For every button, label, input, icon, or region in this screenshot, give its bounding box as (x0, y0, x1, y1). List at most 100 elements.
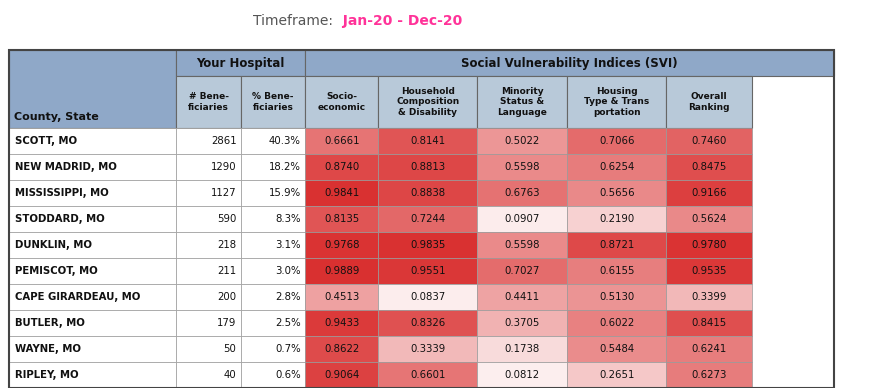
Bar (477, 128, 567, 154)
Bar (241, 362, 305, 388)
Bar (477, 154, 567, 180)
Text: 8.3%: 8.3% (275, 214, 301, 224)
Bar (378, 232, 477, 258)
Text: 0.0837: 0.0837 (410, 292, 446, 302)
Text: 0.7460: 0.7460 (692, 136, 727, 146)
Text: 0.9780: 0.9780 (692, 240, 727, 250)
Bar (305, 180, 378, 206)
Text: 0.5484: 0.5484 (599, 344, 634, 354)
Text: Jan-20 - Dec-20: Jan-20 - Dec-20 (333, 14, 462, 28)
Text: 0.0812: 0.0812 (505, 370, 540, 380)
Bar (9, 362, 176, 388)
Bar (477, 232, 567, 258)
Bar (241, 206, 305, 232)
Bar (378, 154, 477, 180)
Text: 0.9551: 0.9551 (410, 266, 446, 276)
Bar (241, 232, 305, 258)
Bar (378, 310, 477, 336)
Text: 3.1%: 3.1% (275, 240, 301, 250)
Text: MISSISSIPPI, MO: MISSISSIPPI, MO (15, 188, 109, 198)
Bar (9, 284, 176, 310)
Text: Timeframe:: Timeframe: (253, 14, 333, 28)
Text: 50: 50 (224, 344, 237, 354)
Bar (241, 336, 305, 362)
Bar (305, 284, 378, 310)
Bar (241, 154, 305, 180)
Text: Minority
Status &
Language: Minority Status & Language (497, 87, 547, 117)
Text: 0.6022: 0.6022 (599, 318, 634, 328)
Text: 0.9889: 0.9889 (324, 266, 360, 276)
Bar (567, 206, 667, 232)
Text: 0.9166: 0.9166 (691, 188, 727, 198)
Bar (567, 336, 667, 362)
Text: 1290: 1290 (210, 162, 237, 172)
Bar (305, 362, 378, 388)
Text: 179: 179 (217, 318, 237, 328)
Bar (378, 206, 477, 232)
Text: 0.3339: 0.3339 (410, 344, 446, 354)
Text: 0.6661: 0.6661 (324, 136, 360, 146)
Bar (378, 362, 477, 388)
Text: 0.4513: 0.4513 (324, 292, 360, 302)
Bar (477, 336, 567, 362)
Text: 200: 200 (217, 292, 237, 302)
Text: Household
Composition
& Disability: Household Composition & Disability (396, 87, 460, 117)
Text: 0.6155: 0.6155 (599, 266, 635, 276)
Bar (477, 258, 567, 284)
Bar (176, 362, 241, 388)
Bar (241, 128, 305, 154)
Text: 0.8813: 0.8813 (410, 162, 446, 172)
Text: 0.9064: 0.9064 (324, 370, 360, 380)
Bar (305, 50, 834, 76)
Text: CAPE GIRARDEAU, MO: CAPE GIRARDEAU, MO (15, 292, 140, 302)
Bar (176, 154, 241, 180)
Bar (305, 76, 378, 128)
Bar (667, 154, 752, 180)
Text: 0.1738: 0.1738 (504, 344, 540, 354)
Bar (667, 336, 752, 362)
Text: 0.9835: 0.9835 (410, 240, 446, 250)
Bar (667, 206, 752, 232)
Text: 0.6601: 0.6601 (410, 370, 446, 380)
Bar (176, 206, 241, 232)
Text: 0.2190: 0.2190 (599, 214, 634, 224)
Text: 0.5656: 0.5656 (599, 188, 635, 198)
Text: 0.6241: 0.6241 (692, 344, 727, 354)
Text: 0.5130: 0.5130 (599, 292, 634, 302)
Text: 2861: 2861 (210, 136, 237, 146)
Bar (567, 180, 667, 206)
Text: 0.5624: 0.5624 (692, 214, 727, 224)
Text: 0.8141: 0.8141 (410, 136, 446, 146)
Text: 0.7027: 0.7027 (504, 266, 540, 276)
Text: 0.8326: 0.8326 (410, 318, 446, 328)
Text: 0.3399: 0.3399 (692, 292, 727, 302)
Text: 0.9433: 0.9433 (324, 318, 360, 328)
Text: Overall
Ranking: Overall Ranking (688, 92, 730, 112)
Text: County, State: County, State (14, 112, 99, 122)
Text: 0.6273: 0.6273 (692, 370, 727, 380)
Bar (176, 284, 241, 310)
Text: 0.8740: 0.8740 (324, 162, 360, 172)
Text: 0.9841: 0.9841 (324, 188, 360, 198)
Bar (9, 258, 176, 284)
Bar (9, 154, 176, 180)
Bar (241, 284, 305, 310)
Bar (305, 206, 378, 232)
Bar (477, 310, 567, 336)
Text: 0.5598: 0.5598 (504, 162, 540, 172)
Bar (9, 50, 834, 388)
Text: NEW MADRID, MO: NEW MADRID, MO (15, 162, 117, 172)
Text: 0.8838: 0.8838 (410, 188, 446, 198)
Bar (9, 128, 176, 154)
Bar (477, 362, 567, 388)
Text: 0.6763: 0.6763 (504, 188, 540, 198)
Text: 0.6254: 0.6254 (599, 162, 635, 172)
Text: 0.5598: 0.5598 (504, 240, 540, 250)
Text: 0.9768: 0.9768 (324, 240, 360, 250)
Bar (477, 76, 567, 128)
Bar (9, 50, 176, 128)
Text: RIPLEY, MO: RIPLEY, MO (15, 370, 79, 380)
Bar (667, 310, 752, 336)
Bar (378, 76, 477, 128)
Bar (9, 206, 176, 232)
